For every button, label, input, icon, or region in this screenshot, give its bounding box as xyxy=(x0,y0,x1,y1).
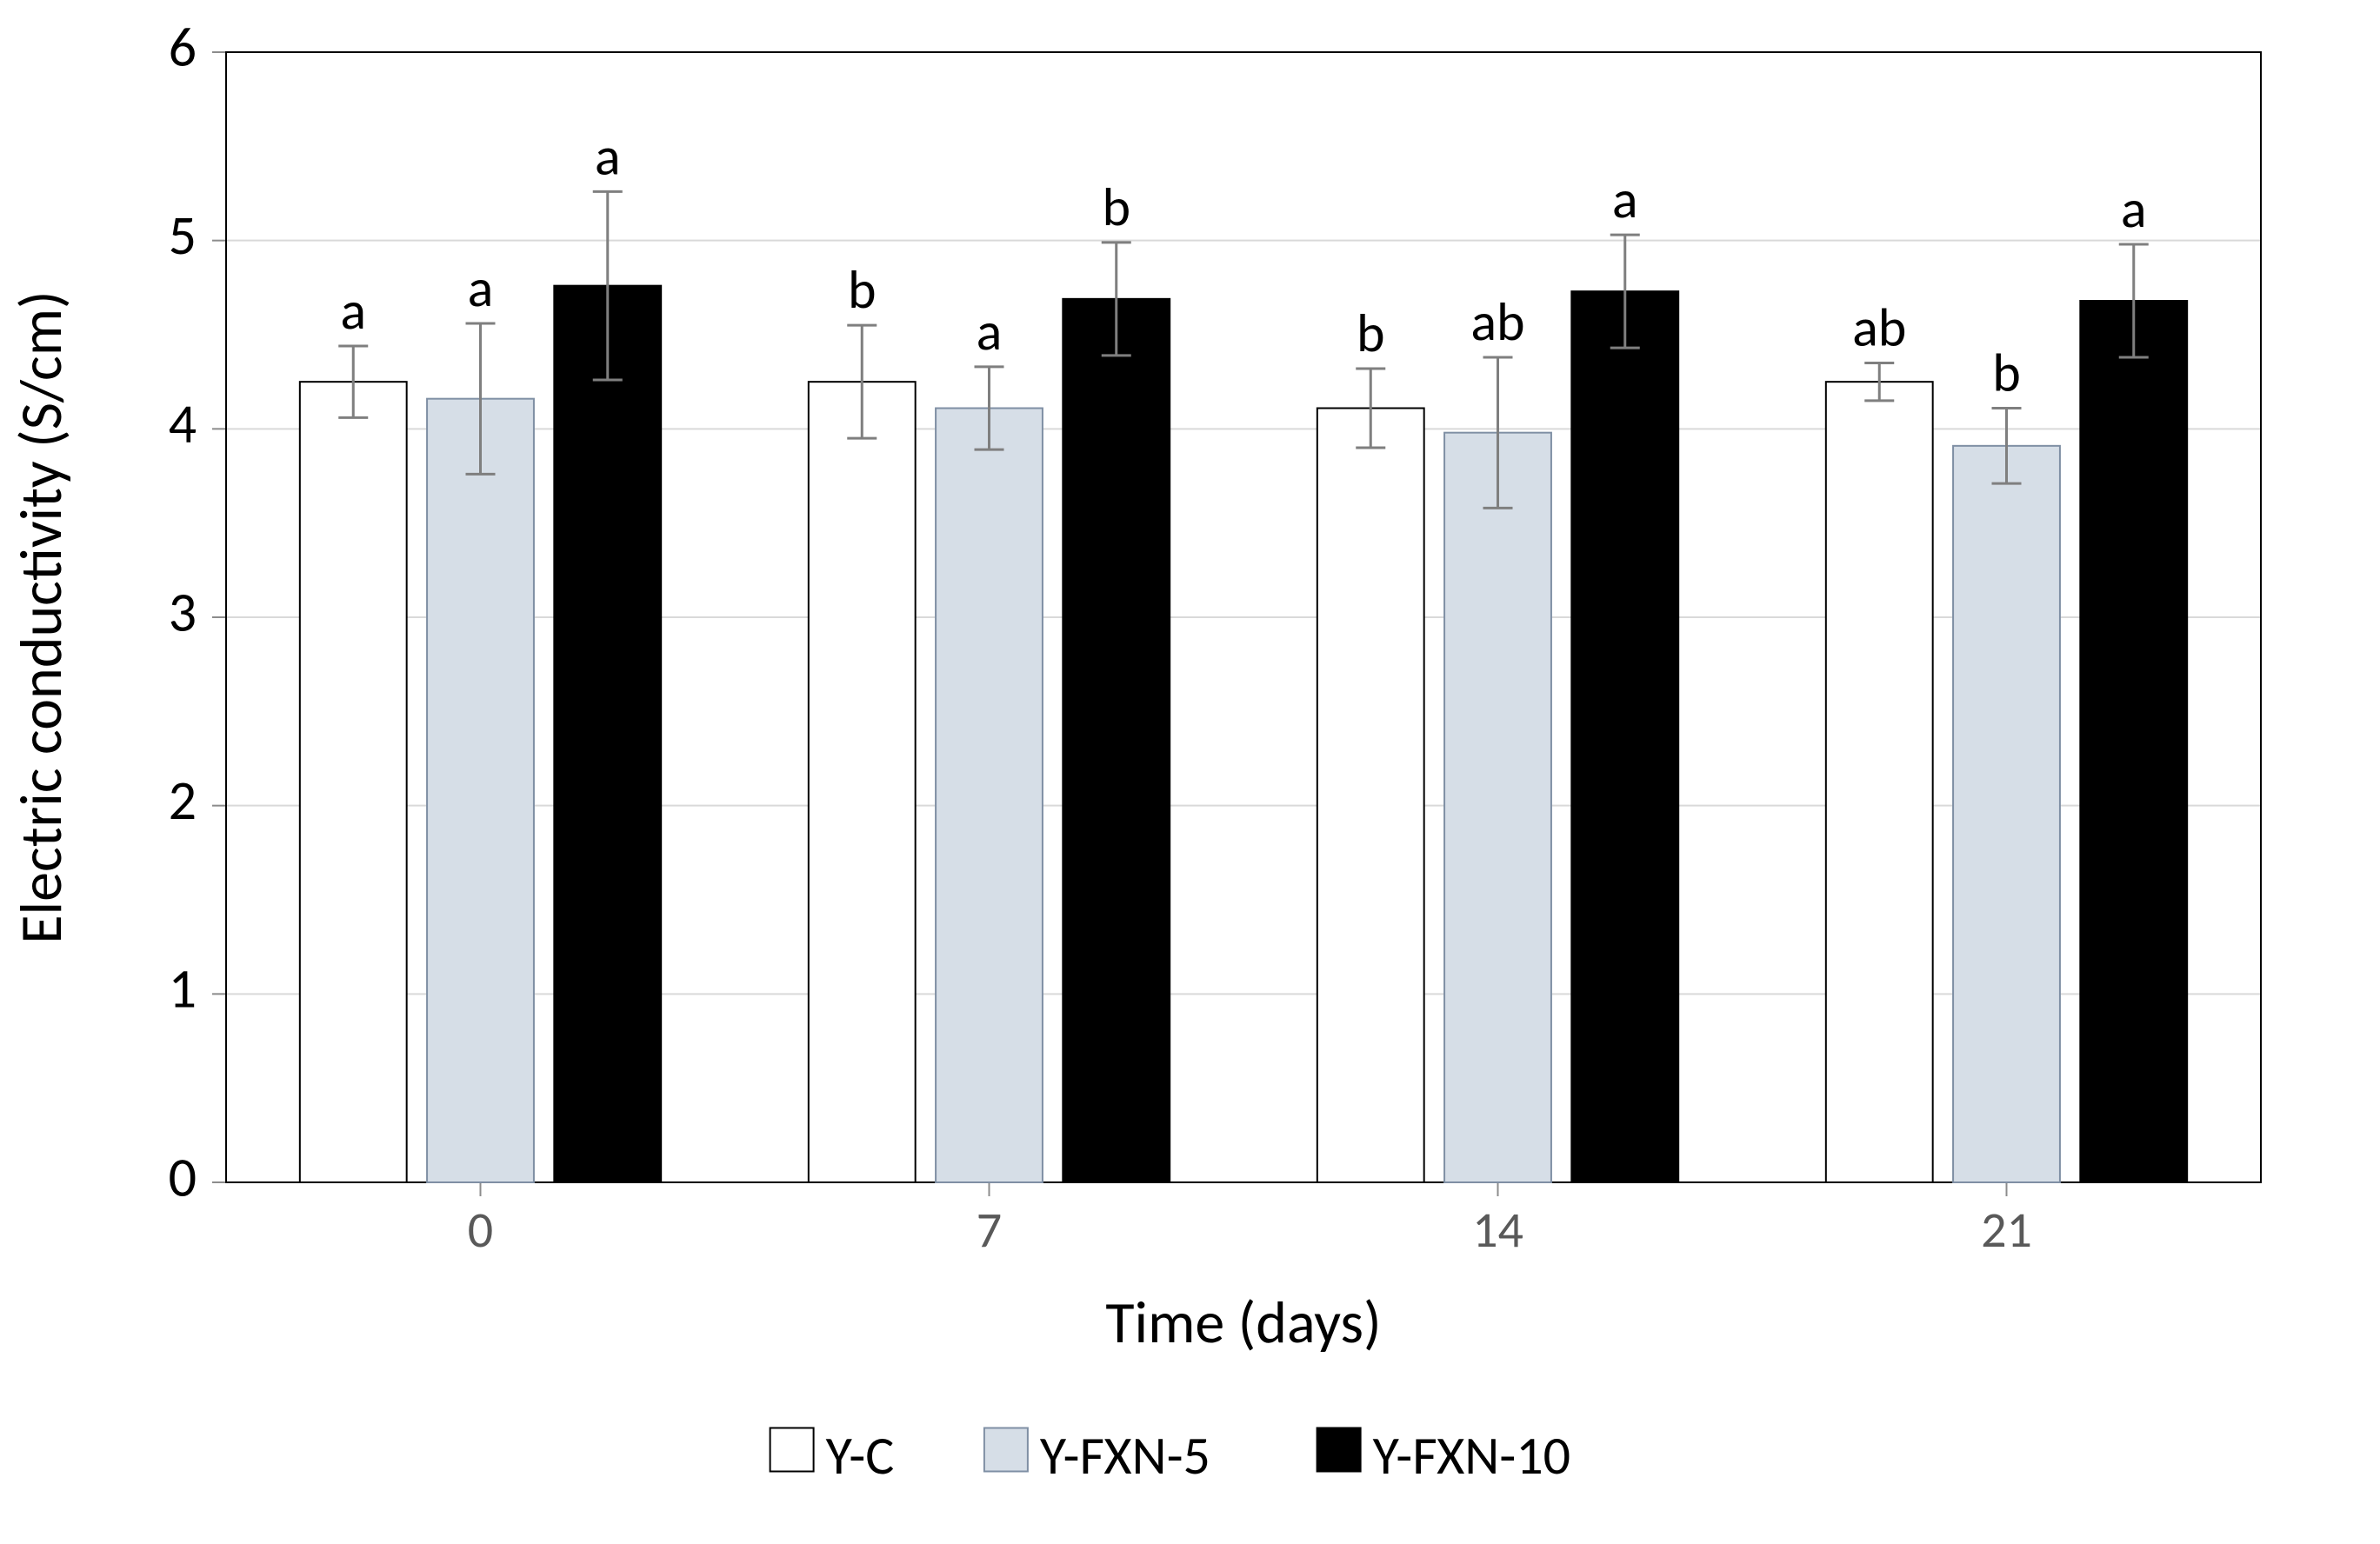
bar xyxy=(427,399,534,1182)
significance-label: a xyxy=(2121,176,2147,242)
y-tick-label: 0 xyxy=(169,1143,197,1211)
significance-label: a xyxy=(977,298,1003,364)
x-tick-label: 0 xyxy=(468,1199,493,1261)
y-tick-label: 3 xyxy=(169,578,197,646)
significance-label: a xyxy=(1612,166,1638,232)
y-axis-label: Electric conductivity (S/cm) xyxy=(5,290,77,943)
bar xyxy=(1444,433,1551,1182)
significance-label: ab xyxy=(1852,295,1906,361)
legend-label: Y-FXN-10 xyxy=(1373,1422,1571,1488)
significance-label: a xyxy=(468,255,494,321)
bar xyxy=(809,382,916,1182)
x-axis-label: Time (days) xyxy=(1105,1287,1381,1359)
significance-label: a xyxy=(595,123,621,189)
bar xyxy=(1063,299,1170,1182)
significance-label: b xyxy=(1992,340,2021,406)
x-tick-label: 21 xyxy=(1981,1199,2032,1261)
significance-label: b xyxy=(848,256,877,323)
y-tick-label: 5 xyxy=(169,202,197,270)
significance-label: ab xyxy=(1470,289,1524,355)
legend-swatch xyxy=(770,1428,814,1472)
bar xyxy=(300,382,407,1182)
bar-chart: 01234560aaa7bab14baba21abbaElectric cond… xyxy=(0,0,2380,1544)
significance-label: b xyxy=(1102,174,1130,240)
significance-label: b xyxy=(1357,300,1385,366)
x-tick-label: 7 xyxy=(977,1199,1002,1261)
bar xyxy=(1317,409,1424,1183)
bar xyxy=(936,409,1043,1183)
legend-swatch xyxy=(1317,1428,1361,1472)
significance-label: a xyxy=(340,277,366,343)
bar xyxy=(1571,291,1678,1182)
x-tick-label: 14 xyxy=(1472,1199,1523,1261)
bar xyxy=(1826,382,1933,1182)
y-tick-label: 4 xyxy=(169,390,197,458)
chart-container: 01234560aaa7bab14baba21abbaElectric cond… xyxy=(0,0,2380,1544)
bar xyxy=(1953,446,2060,1182)
bar xyxy=(554,286,661,1182)
y-tick-label: 6 xyxy=(169,13,197,81)
y-tick-label: 2 xyxy=(169,767,197,835)
legend-swatch xyxy=(984,1428,1028,1472)
legend-label: Y-FXN-5 xyxy=(1040,1422,1210,1488)
y-tick-label: 1 xyxy=(169,955,197,1023)
legend-label: Y-C xyxy=(826,1422,895,1488)
bar xyxy=(2080,301,2187,1182)
